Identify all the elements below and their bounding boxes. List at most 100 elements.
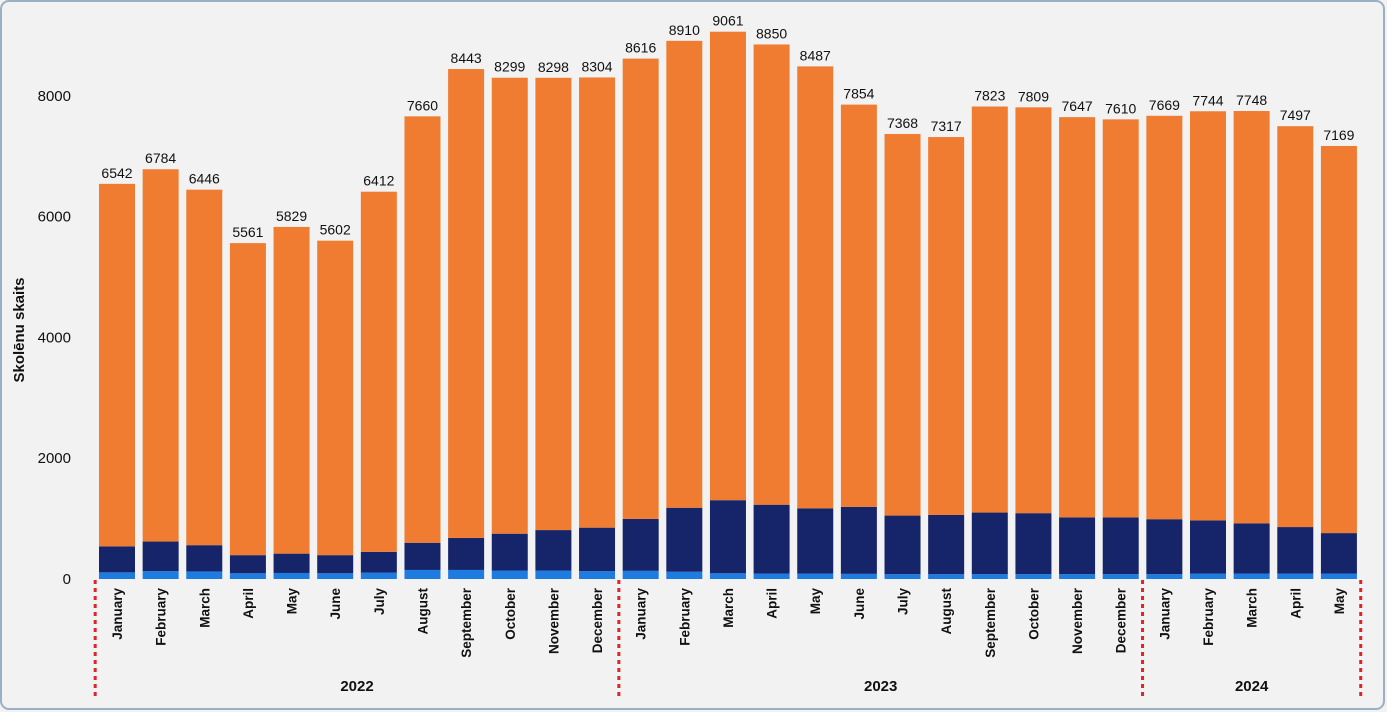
bar-value-label: 6542 [101,165,132,181]
y-tick-label: 8000 [38,88,71,105]
bar-segment-0 [579,571,616,579]
x-tick-label: November [1070,587,1085,654]
bar-segment-0 [404,569,441,579]
bar-segment-1 [971,512,1008,575]
bar-segment-2 [709,31,746,501]
bar-segment-1 [360,551,397,573]
bar-segment-1 [142,541,179,572]
bar-value-label: 7647 [1062,98,1093,114]
bar-segment-1 [404,542,441,570]
bar-segment-0 [666,571,703,579]
year-label: 2023 [864,678,897,695]
bar-segment-2 [928,137,965,515]
bar-segment-2 [142,169,179,542]
x-tick-label: June [328,588,343,620]
bar-segment-2 [535,77,572,531]
bar-value-label: 6784 [145,150,176,166]
bar-segment-2 [840,104,877,507]
bar-segment-0 [622,570,659,579]
bar-segment-1 [753,504,790,574]
bar-segment-0 [273,572,310,579]
x-tick-label: January [110,588,125,640]
x-tick-label: April [1288,588,1303,619]
bar-segment-1 [884,515,921,575]
bar-segment-0 [884,574,921,579]
bar-value-label: 7744 [1192,92,1223,108]
bar-segment-2 [1190,111,1226,521]
x-tick-label: February [1201,588,1216,646]
bar-segment-1 [229,555,266,574]
bar-segment-0 [1233,573,1270,579]
bar-segment-2 [971,106,1008,513]
bar-segment-0 [142,571,179,579]
bar-segment-0 [971,574,1008,579]
bar-segment-0 [1320,573,1357,579]
bar-segment-0 [1059,574,1096,579]
bar-segment-0 [448,569,485,579]
x-tick-label: September [983,587,998,658]
x-tick-label: October [503,587,518,640]
bar-value-label: 8304 [581,58,612,74]
bar-value-label: 7368 [887,115,918,131]
bar-segment-2 [797,66,834,509]
x-tick-label: February [677,588,692,646]
bar-segment-2 [448,69,485,538]
bar-value-label: 7809 [1018,88,1049,104]
bar-segment-1 [579,527,616,572]
bar-value-label: 8850 [756,25,787,41]
bar-segment-0 [1146,574,1183,579]
bar-segment-2 [1320,145,1357,534]
bar-segment-0 [928,574,965,579]
x-tick-label: August [939,588,954,635]
bar-segment-1 [622,518,659,571]
x-tick-label: February [154,588,169,646]
bar-segment-2 [317,240,354,556]
bar-segment-0 [1015,574,1052,579]
bar-value-label: 8616 [625,40,656,56]
bar-segment-1 [448,537,485,570]
bar-segment-1 [666,507,703,572]
year-label: 2022 [340,678,373,695]
x-tick-label: January [1157,588,1172,640]
bar-value-label: 6412 [363,173,394,189]
x-tick-label: November [546,587,561,654]
bar-segment-0 [491,570,528,579]
bar-segment-1 [709,500,746,574]
x-tick-label: March [721,588,736,628]
bar-value-label: 7610 [1105,100,1136,116]
bar-segment-2 [186,189,223,546]
x-tick-label: March [1245,588,1260,628]
bar-segment-1 [1059,517,1096,575]
bar-value-label: 7169 [1323,127,1354,143]
bar-segment-1 [928,514,965,575]
bar-segment-2 [579,77,616,528]
bar-segment-0 [229,573,266,579]
x-tick-label: May [1332,588,1347,615]
bar-value-label: 8443 [451,50,482,66]
bar-value-label: 7660 [407,97,438,113]
bar-value-label: 7497 [1280,107,1311,123]
bar-segment-1 [186,545,223,572]
bar-segment-2 [1015,107,1052,514]
x-tick-label: April [765,588,780,619]
bar-segment-1 [1320,533,1357,574]
bar-segment-2 [884,133,921,516]
y-tick-label: 4000 [38,329,71,346]
x-tick-label: May [285,588,300,615]
bar-segment-2 [753,44,790,505]
bar-segment-2 [622,58,659,519]
bar-segment-0 [840,573,877,579]
bar-segment-2 [360,191,397,552]
bar-value-label: 5602 [320,222,351,238]
bar-value-label: 8487 [800,47,831,63]
bar-segment-1 [1015,513,1052,575]
x-tick-label: June [852,588,867,620]
bar-segment-2 [273,226,310,554]
x-tick-label: April [241,588,256,619]
bar-value-label: 5829 [276,208,307,224]
bar-segment-1 [273,553,310,573]
bar-segment-2 [404,116,441,543]
bar-segment-0 [1190,573,1226,579]
bar-segment-0 [186,571,223,579]
